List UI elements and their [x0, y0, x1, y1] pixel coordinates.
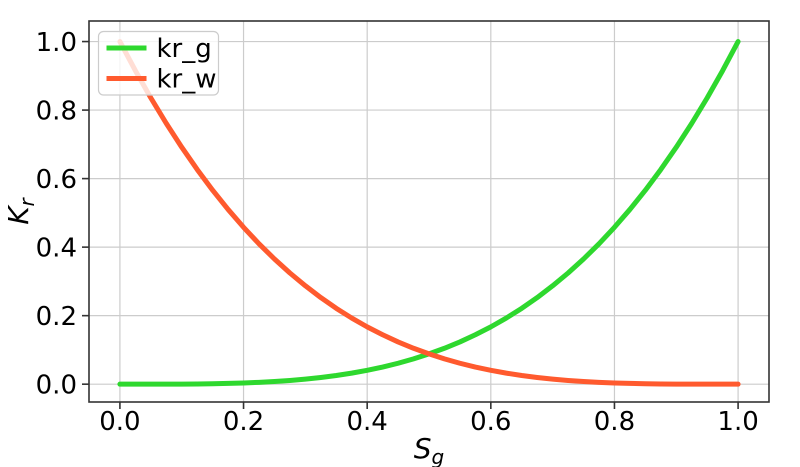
- legend: kr_gkr_w: [97, 30, 220, 96]
- y-axis-label: Kr: [2, 196, 39, 224]
- y-tick-label: 0.6: [36, 165, 77, 195]
- y-tick-label: 0.0: [36, 371, 77, 401]
- x-tick-label: 1.0: [717, 407, 758, 437]
- x-tick-label: 0.0: [99, 407, 140, 437]
- plot-border: [88, 20, 770, 403]
- x-tick-label: 0.8: [594, 407, 635, 437]
- x-tick-label: 0.6: [470, 407, 511, 437]
- legend-label-kr_g: kr_g: [157, 34, 212, 64]
- y-tick-label: 0.2: [36, 302, 77, 332]
- y-tick-label: 0.8: [36, 97, 77, 127]
- y-tick-label: 0.4: [36, 234, 77, 264]
- legend-label-kr_w: kr_w: [157, 65, 217, 95]
- x-tick-label: 0.4: [347, 407, 388, 437]
- x-axis-label: Sg: [414, 432, 444, 467]
- x-tick-label: 0.2: [223, 407, 264, 437]
- curve-kr_w: [117, 39, 741, 387]
- y-tick-label: 1.0: [36, 28, 77, 58]
